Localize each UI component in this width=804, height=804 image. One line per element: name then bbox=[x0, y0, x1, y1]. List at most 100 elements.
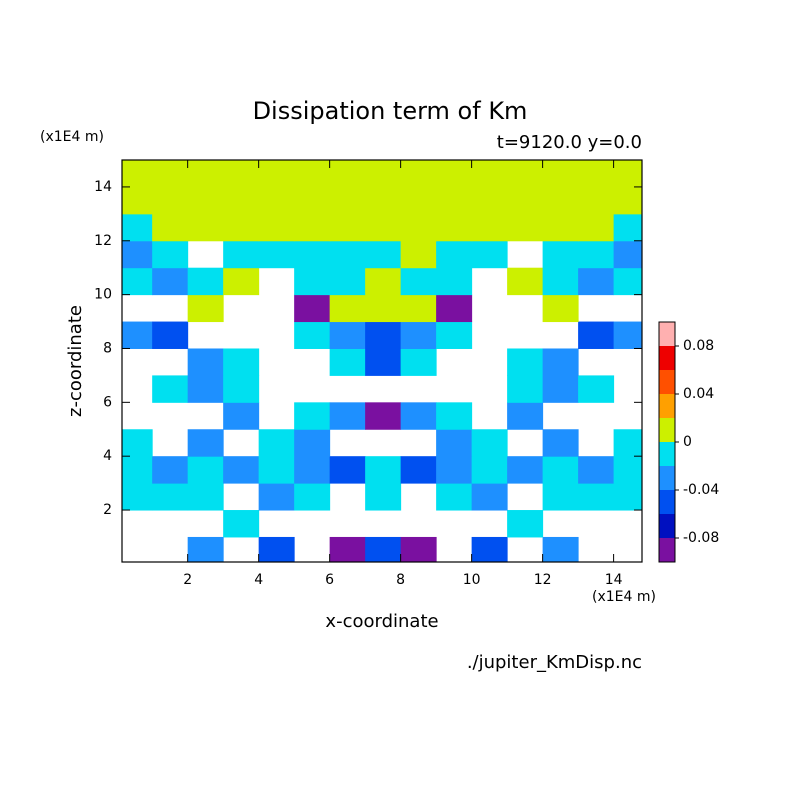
colorbar-tick-label: -0.08 bbox=[683, 530, 719, 546]
contour-cell bbox=[542, 213, 579, 242]
contour-cell bbox=[400, 402, 437, 430]
contour-cell bbox=[329, 160, 366, 188]
contour-cell bbox=[471, 240, 508, 269]
contour-cell bbox=[400, 213, 437, 242]
contour-cell bbox=[542, 536, 579, 562]
contour-cell bbox=[436, 483, 473, 511]
contour-cell bbox=[223, 267, 260, 296]
contour-cell bbox=[223, 160, 260, 188]
contour-cell bbox=[578, 483, 615, 511]
contour-cell bbox=[542, 294, 579, 323]
x-tick-label: 8 bbox=[396, 572, 405, 588]
contour-cell bbox=[329, 213, 366, 242]
contour-cell bbox=[613, 321, 642, 349]
contour-cell bbox=[329, 456, 366, 484]
contour-cell bbox=[578, 267, 615, 296]
contour-cell bbox=[187, 294, 224, 323]
contour-cell bbox=[187, 160, 224, 188]
contour-cell bbox=[152, 240, 189, 269]
y-tick-label: 10 bbox=[94, 287, 112, 303]
contour-cell bbox=[436, 240, 473, 269]
contour-cell bbox=[329, 348, 366, 376]
contour-cell bbox=[471, 186, 508, 215]
contour-cell bbox=[542, 456, 579, 484]
contour-cell bbox=[436, 267, 473, 296]
y-unit: (x1E4 m) bbox=[40, 129, 104, 145]
contour-cell bbox=[471, 429, 508, 457]
contour-cell bbox=[578, 375, 615, 403]
colorbar-tick-label: 0 bbox=[683, 434, 692, 450]
contour-cell bbox=[223, 402, 260, 430]
contour-cell bbox=[365, 402, 402, 430]
contour-cell bbox=[294, 402, 331, 430]
contour-cell bbox=[365, 294, 402, 323]
contour-cell bbox=[122, 429, 153, 457]
contour-cell bbox=[122, 160, 153, 188]
contour-cell bbox=[152, 213, 189, 242]
contour-cell bbox=[542, 483, 579, 511]
contour-cell bbox=[400, 348, 437, 376]
contour-cell bbox=[542, 186, 579, 215]
contour-cell bbox=[365, 536, 402, 562]
colorbar-swatch bbox=[659, 322, 675, 346]
contour-cell bbox=[578, 456, 615, 484]
contour-cell bbox=[187, 267, 224, 296]
contour-cell bbox=[223, 240, 260, 269]
colorbar-swatch bbox=[659, 418, 675, 442]
contour-cell bbox=[329, 294, 366, 323]
contour-cell bbox=[542, 240, 579, 269]
contour-cell bbox=[223, 348, 260, 376]
contour-cell bbox=[187, 213, 224, 242]
subtitle: t=9120.0 y=0.0 bbox=[497, 132, 642, 153]
contour-cell bbox=[122, 321, 153, 349]
contour-cell bbox=[122, 240, 153, 269]
y-tick-label: 14 bbox=[94, 179, 112, 195]
contour-cell bbox=[122, 186, 153, 215]
x-axis-label: x-coordinate bbox=[325, 611, 438, 632]
contour-cell bbox=[436, 213, 473, 242]
contour-cell bbox=[187, 375, 224, 403]
contour-cell bbox=[294, 483, 331, 511]
y-tick-label: 2 bbox=[103, 502, 112, 518]
contour-cell bbox=[436, 321, 473, 349]
contour-cell bbox=[471, 456, 508, 484]
contour-cell bbox=[187, 186, 224, 215]
contour-cell bbox=[542, 160, 579, 188]
contour-cell bbox=[436, 294, 473, 323]
contour-cell bbox=[329, 321, 366, 349]
contour-cell bbox=[613, 240, 642, 269]
colorbar-tick-label: 0.08 bbox=[683, 338, 714, 354]
colorbar-swatch bbox=[659, 370, 675, 394]
contour-cell bbox=[507, 456, 544, 484]
contour-cell bbox=[365, 240, 402, 269]
contour-cell bbox=[152, 321, 189, 349]
contour-cell bbox=[365, 160, 402, 188]
contour-cell bbox=[365, 483, 402, 511]
contour-cell bbox=[152, 267, 189, 296]
contour-cell bbox=[365, 456, 402, 484]
contour-cell bbox=[400, 294, 437, 323]
contour-cell bbox=[507, 402, 544, 430]
contour-cell bbox=[329, 186, 366, 215]
contour-field bbox=[122, 160, 642, 562]
contour-cell bbox=[223, 213, 260, 242]
contour-cell bbox=[329, 240, 366, 269]
colorbar-swatch bbox=[659, 490, 675, 514]
contour-cell bbox=[294, 429, 331, 457]
contour-cell bbox=[329, 267, 366, 296]
contour-cell bbox=[578, 186, 615, 215]
colorbar-swatch bbox=[659, 466, 675, 490]
colorbar-swatch bbox=[659, 394, 675, 418]
contour-cell bbox=[187, 348, 224, 376]
contour-cell bbox=[329, 536, 366, 562]
contour-cell bbox=[152, 375, 189, 403]
colorbar-swatch bbox=[659, 346, 675, 370]
contour-cell bbox=[471, 160, 508, 188]
source-label: ./jupiter_KmDisp.nc bbox=[467, 652, 642, 673]
x-tick-label: 2 bbox=[183, 572, 192, 588]
contour-cell bbox=[613, 483, 642, 511]
contour-cell bbox=[294, 213, 331, 242]
contour-cell bbox=[613, 429, 642, 457]
x-unit: (x1E4 m) bbox=[592, 589, 656, 605]
